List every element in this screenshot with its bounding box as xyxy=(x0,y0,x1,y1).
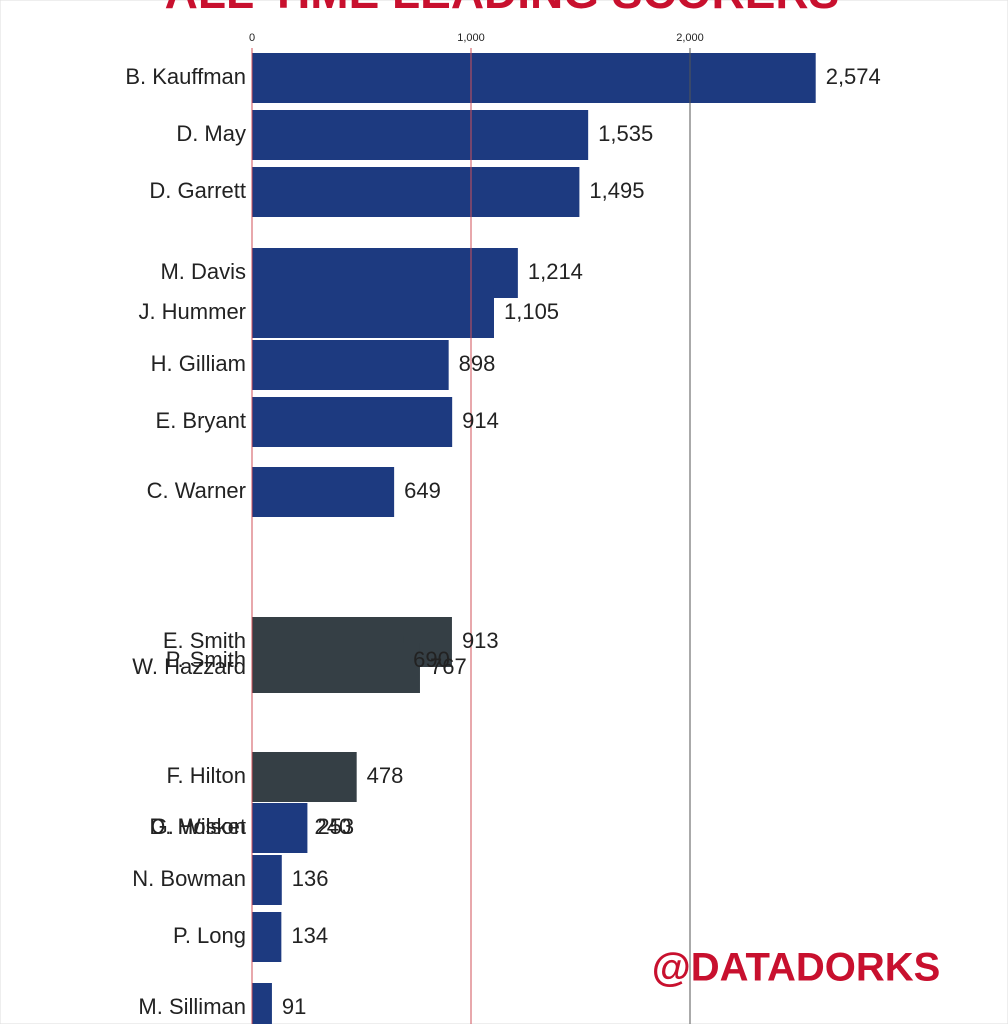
bar xyxy=(252,288,494,338)
value-label: 1,535 xyxy=(598,121,653,146)
category-label: G. Wilson xyxy=(151,814,246,839)
value-label: 1,214 xyxy=(528,259,583,284)
value-label: 914 xyxy=(462,408,499,433)
category-label: W. Hazzard xyxy=(132,654,246,679)
value-label: 649 xyxy=(404,478,441,503)
category-label: D. Garrett xyxy=(149,178,246,203)
category-label: C. Warner xyxy=(147,478,246,503)
bar xyxy=(252,803,308,853)
bar xyxy=(252,340,449,390)
category-label: M. Silliman xyxy=(138,994,246,1019)
value-label: 767 xyxy=(430,654,467,679)
x-tick-label: 0 xyxy=(249,32,255,44)
category-label: E. Bryant xyxy=(156,408,246,433)
value-label: 478 xyxy=(367,763,404,788)
value-label: 2,574 xyxy=(826,64,881,89)
bar xyxy=(252,397,453,447)
value-label: 690 xyxy=(413,647,450,672)
credit: @DATADORKS xyxy=(652,946,941,990)
bar xyxy=(252,912,282,962)
category-label: N. Bowman xyxy=(132,866,246,891)
value-label: 91 xyxy=(282,994,306,1019)
bar xyxy=(252,855,282,905)
chart-title: ALL-TIME LEADING SCORERS xyxy=(165,0,840,18)
bar xyxy=(252,53,816,103)
category-label: P. Smith xyxy=(166,647,246,672)
bar xyxy=(252,467,395,517)
x-tick-label: 2,000 xyxy=(676,32,704,44)
bar xyxy=(252,167,580,217)
category-label: F. Hilton xyxy=(167,763,246,788)
value-label: 1,105 xyxy=(504,299,559,324)
value-label: 134 xyxy=(291,923,328,948)
value-label: 1,495 xyxy=(589,178,644,203)
category-label: B. Kauffman xyxy=(125,64,246,89)
category-label: D. May xyxy=(176,121,246,146)
value-label: 136 xyxy=(292,866,329,891)
category-label: D. Hosket xyxy=(149,814,246,839)
category-label: E. Smith xyxy=(163,628,246,653)
value-label: 913 xyxy=(462,628,499,653)
bar xyxy=(252,983,272,1024)
x-tick-label: 1,000 xyxy=(457,32,485,44)
value-label: 240 xyxy=(315,814,352,839)
category-label: H. Gilliam xyxy=(151,351,246,376)
category-label: P. Long xyxy=(173,923,246,948)
bar xyxy=(252,752,357,802)
value-label: 898 xyxy=(459,351,496,376)
category-label: J. Hummer xyxy=(138,299,246,324)
category-label: M. Davis xyxy=(160,259,246,284)
value-label: 253 xyxy=(317,814,354,839)
bar xyxy=(252,643,420,693)
bar xyxy=(252,110,589,160)
